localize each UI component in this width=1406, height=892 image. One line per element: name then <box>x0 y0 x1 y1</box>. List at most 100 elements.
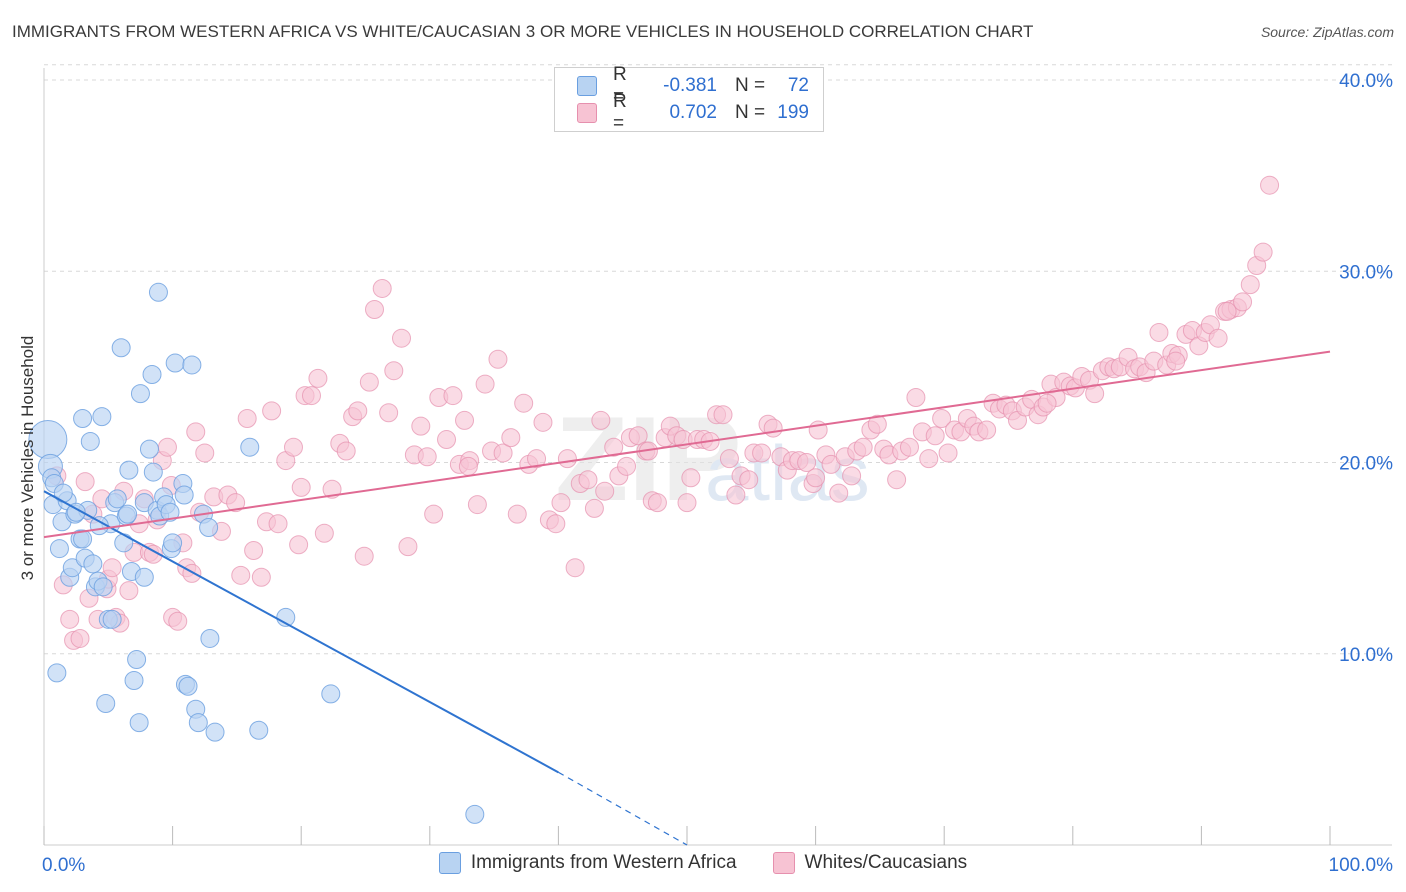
legend-label: Whites/Caucasians <box>804 852 968 873</box>
pink-point <box>102 558 122 578</box>
pink-point <box>237 409 257 429</box>
blue-point <box>96 693 116 713</box>
y-tick-label: 10.0% <box>1339 645 1393 666</box>
blue-point <box>66 502 86 522</box>
pink-point <box>268 514 288 534</box>
blue-point <box>142 365 162 385</box>
pink-point <box>546 514 566 534</box>
y-tick-label: 20.0% <box>1339 454 1393 475</box>
pink-point <box>186 422 206 442</box>
legend-item-whites[interactable]: Whites/Caucasians <box>772 852 968 874</box>
pink-point <box>75 472 95 492</box>
pink-trend-line <box>43 350 1331 539</box>
blue-point <box>130 384 150 404</box>
blue-point <box>163 533 183 553</box>
r-label: R = <box>613 64 627 107</box>
blue-point <box>174 485 194 505</box>
blue-point <box>107 489 127 509</box>
pink-point <box>244 540 264 560</box>
blue-point <box>62 558 82 578</box>
pink-point <box>806 468 826 488</box>
x-tick-label: 0.0% <box>42 855 85 876</box>
pink-point <box>932 409 952 429</box>
pink-point <box>867 414 887 434</box>
blue-point <box>465 804 485 824</box>
pink-point <box>322 479 342 499</box>
r-label: R = <box>613 91 627 134</box>
pink-swatch <box>772 852 795 874</box>
y-tick-label: 40.0% <box>1339 71 1393 92</box>
n-label: N = <box>735 75 766 96</box>
chart-title: IMMIGRANTS FROM WESTERN AFRICA VS WHITE/… <box>12 22 1034 41</box>
pink-point <box>628 426 648 446</box>
pink-point <box>887 470 907 490</box>
pink-point <box>1253 242 1273 262</box>
pink-point <box>372 278 392 298</box>
pink-point <box>501 428 521 448</box>
pink-point <box>488 349 508 369</box>
pink-point <box>595 481 615 501</box>
legend-item-western-africa[interactable]: Immigrants from Western Africa <box>438 852 737 874</box>
pink-point <box>677 493 697 513</box>
pink-point <box>195 443 215 463</box>
pink-point <box>424 504 444 524</box>
blue-point <box>127 649 147 669</box>
pink-point <box>1240 275 1260 295</box>
blue-point <box>134 567 154 587</box>
blue-trend-extension <box>558 771 688 846</box>
tick-labels: 10.0% 20.0% 30.0% 40.0% 0.0% 100.0% <box>42 71 1393 876</box>
pink-point <box>938 443 958 463</box>
blue-point <box>114 533 134 553</box>
pink-point <box>591 410 611 430</box>
pink-point <box>906 387 926 407</box>
pink-point <box>719 449 739 469</box>
pink-point <box>157 437 177 457</box>
pink-point <box>853 437 873 457</box>
pink-swatch <box>577 103 597 123</box>
pink-point <box>314 523 334 543</box>
pink-point <box>763 418 783 438</box>
blue-point <box>200 628 220 648</box>
whites-caucasians-points <box>47 175 1280 650</box>
pink-point <box>899 437 919 457</box>
pink-point <box>70 628 90 648</box>
pink-point <box>291 477 311 497</box>
blue-point <box>49 539 69 559</box>
pink-point <box>557 449 577 469</box>
source-label: Source: ZipAtlas.com <box>1260 24 1394 40</box>
blue-point <box>199 518 219 538</box>
pink-point <box>168 611 188 631</box>
pink-point <box>647 493 667 513</box>
pink-point <box>182 563 202 583</box>
pink-point <box>417 447 437 467</box>
pink-point <box>977 420 997 440</box>
pink-point <box>1149 322 1169 342</box>
y-tick-label: 30.0% <box>1339 262 1393 283</box>
pink-point <box>231 565 251 585</box>
blue-point <box>321 684 341 704</box>
pink-point <box>507 504 527 524</box>
pink-point <box>1260 175 1280 195</box>
blue-point <box>160 502 180 522</box>
blue-point <box>139 439 159 459</box>
x-tick-label: 100.0% <box>1329 855 1394 876</box>
y-axis-title: 3 or more Vehicles in Household <box>18 335 37 581</box>
pink-point <box>565 558 585 578</box>
pink-point <box>301 386 321 406</box>
pink-point <box>925 426 945 446</box>
pink-point <box>919 449 939 469</box>
blue-point <box>249 720 269 740</box>
blue-point <box>240 437 260 457</box>
blue-swatch <box>438 852 461 874</box>
blue-point <box>119 460 139 480</box>
blue-point <box>148 282 168 302</box>
pink-point <box>354 546 374 566</box>
blue-point <box>111 338 131 358</box>
pink-point <box>493 443 513 463</box>
blue-point <box>178 676 198 696</box>
blue-swatch <box>577 76 597 96</box>
blue-point <box>182 355 202 375</box>
pink-point <box>829 483 849 503</box>
blue-point <box>80 431 100 451</box>
